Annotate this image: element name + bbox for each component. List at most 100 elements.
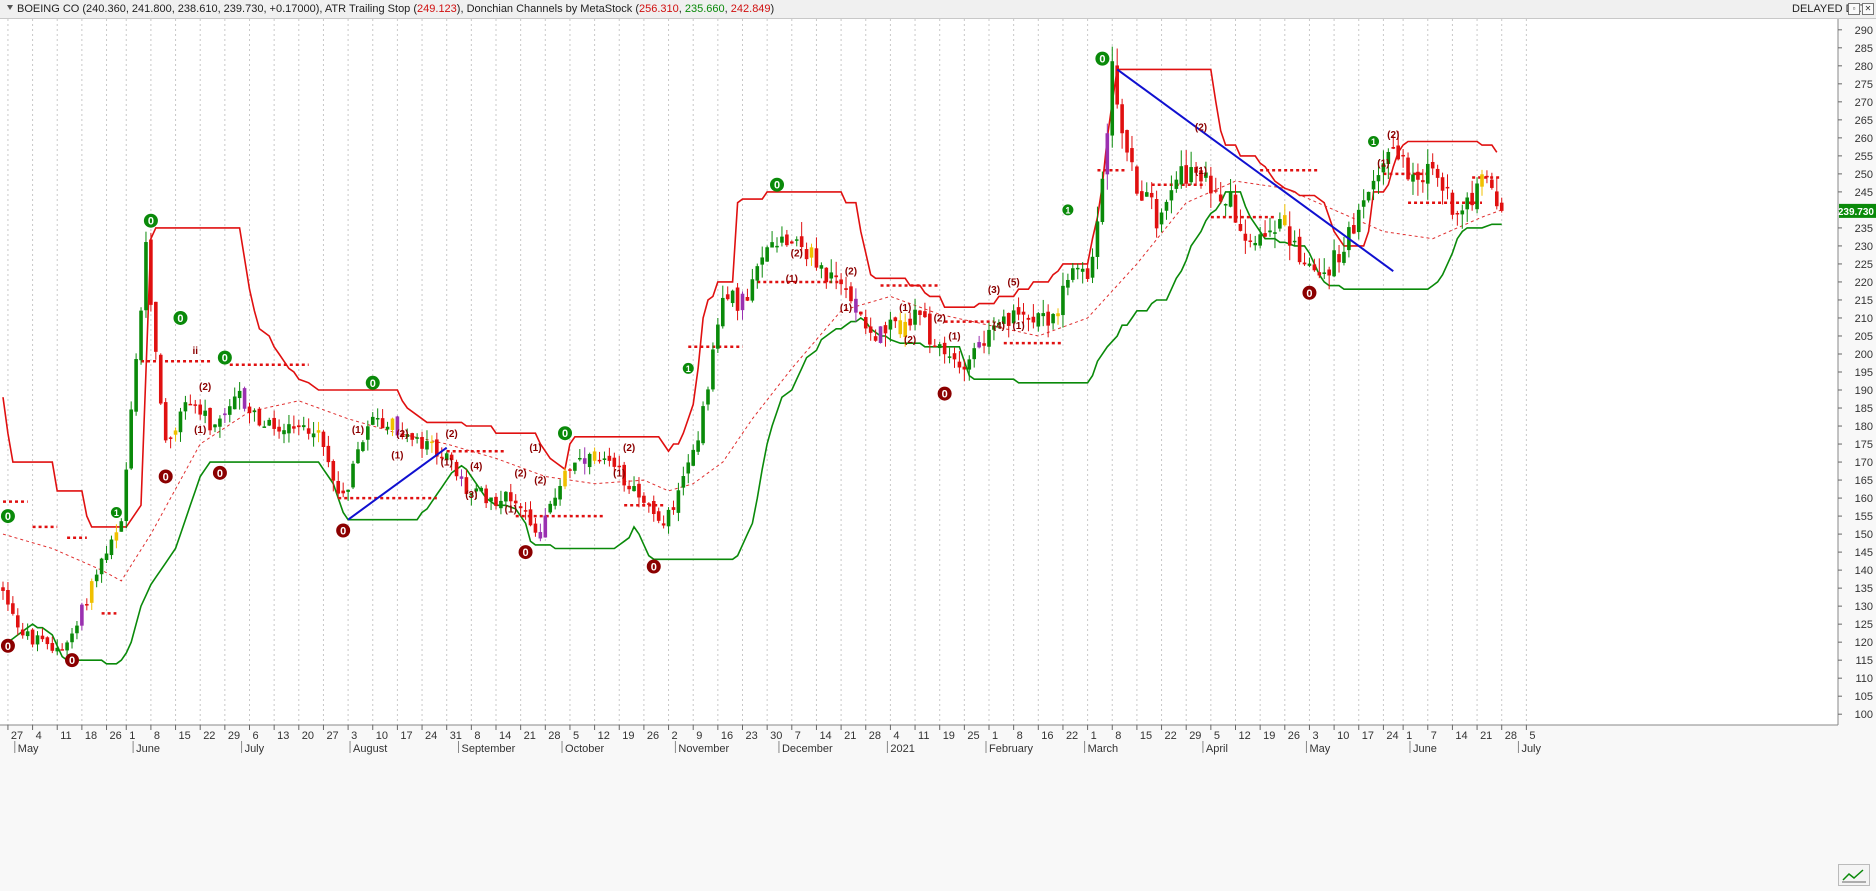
wave-label: (4) bbox=[470, 461, 482, 472]
candle-body bbox=[331, 461, 336, 481]
price-tick-label: 125 bbox=[1855, 619, 1873, 631]
candle-body bbox=[1435, 168, 1440, 178]
candle-body bbox=[903, 321, 907, 338]
candle-body bbox=[1386, 151, 1391, 164]
day-tick-label: 11 bbox=[60, 730, 71, 742]
candle-body bbox=[1051, 314, 1055, 324]
candle bbox=[681, 466, 686, 496]
candle-body bbox=[85, 604, 89, 606]
candle bbox=[75, 621, 79, 640]
candle-body bbox=[1317, 272, 1322, 276]
wave-marker-circle bbox=[0, 509, 15, 524]
candle bbox=[701, 401, 705, 446]
candle bbox=[499, 490, 503, 515]
day-tick-label: 12 bbox=[1239, 730, 1251, 742]
candle bbox=[129, 401, 133, 471]
candle-body bbox=[1302, 262, 1307, 265]
candle bbox=[1223, 203, 1228, 217]
candle-body bbox=[578, 457, 582, 460]
candle bbox=[1209, 166, 1213, 208]
wave-marker-label: 0 bbox=[651, 562, 657, 574]
trendline bbox=[347, 446, 448, 521]
candle-body bbox=[1194, 166, 1198, 173]
candle bbox=[1475, 177, 1479, 214]
candle bbox=[94, 569, 99, 588]
candle-body bbox=[642, 495, 646, 503]
candle-body bbox=[104, 553, 109, 561]
candle bbox=[1406, 152, 1410, 181]
candle-body bbox=[272, 417, 276, 429]
candle bbox=[1031, 304, 1036, 329]
wave-label: (3) bbox=[465, 490, 477, 501]
candle bbox=[85, 598, 89, 611]
day-tick-label: 18 bbox=[85, 730, 97, 742]
candle-body bbox=[671, 507, 676, 510]
day-tick-label: 13 bbox=[277, 730, 289, 742]
title-menu-arrow-icon[interactable] bbox=[7, 5, 13, 10]
candle-body bbox=[932, 345, 937, 348]
candle-body bbox=[1322, 272, 1327, 274]
day-tick-label: 14 bbox=[1455, 730, 1467, 742]
candle bbox=[1263, 220, 1267, 238]
candle-body bbox=[163, 402, 168, 441]
candle-body bbox=[582, 458, 587, 464]
restore-window-button[interactable]: ▫ bbox=[1848, 3, 1860, 15]
price-chart[interactable]: (1)(2)ii(1) (2)(1)(2)(1) (4)(3)(2)(1)(1)(2… bbox=[0, 19, 1876, 891]
month-tick-label: October bbox=[565, 743, 604, 755]
candle bbox=[765, 245, 769, 262]
candle-body bbox=[410, 433, 414, 440]
price-tick-label: 110 bbox=[1855, 673, 1873, 685]
wave-label: (2) bbox=[934, 314, 946, 325]
candle-body bbox=[1356, 209, 1361, 233]
candle bbox=[454, 459, 459, 481]
candle bbox=[622, 461, 626, 492]
day-tick-label: 26 bbox=[110, 730, 122, 742]
day-tick-label: 14 bbox=[499, 730, 511, 742]
candle-body bbox=[25, 631, 30, 637]
candle-body bbox=[277, 426, 281, 432]
close-window-button[interactable]: ✕ bbox=[1862, 3, 1874, 15]
wave-labels: (1)(2)ii(1) (2)(1)(2)(1) (4)(3)(2)(1)(1)(2… bbox=[192, 123, 1399, 516]
candle bbox=[937, 341, 942, 357]
candle-body bbox=[1499, 202, 1504, 211]
wave-marker: 1 bbox=[682, 362, 694, 374]
candle-body bbox=[1268, 230, 1272, 233]
candle bbox=[232, 387, 237, 410]
month-tick-label: February bbox=[989, 743, 1034, 755]
candle bbox=[326, 435, 331, 468]
candle bbox=[1490, 172, 1494, 190]
candle bbox=[1125, 129, 1129, 162]
candle bbox=[114, 524, 119, 549]
candle bbox=[1169, 175, 1174, 214]
candle-body bbox=[1273, 232, 1277, 234]
wave-label: (1) bbox=[840, 303, 852, 314]
day-tick-label: 1 bbox=[1406, 730, 1412, 742]
candle-body bbox=[730, 290, 735, 304]
candle-body bbox=[178, 411, 183, 433]
candle-body bbox=[6, 589, 10, 605]
wave-label: (1) bbox=[899, 303, 911, 314]
candle-body bbox=[942, 342, 947, 355]
price-tick-label: 260 bbox=[1855, 133, 1873, 145]
candle bbox=[213, 424, 217, 433]
wave-marker: 0 bbox=[0, 509, 15, 524]
candle bbox=[306, 418, 311, 440]
wave-markers: 0 0 0 1 0 0 0 0 0 0 0 0 0 0 1 0 0 1 0 0 1 bbox=[0, 51, 1380, 668]
candle-body bbox=[775, 245, 779, 248]
candle-body bbox=[40, 635, 45, 640]
trendline bbox=[1116, 68, 1394, 272]
candle-body bbox=[439, 456, 444, 459]
candle-body bbox=[528, 509, 533, 526]
day-tick-label: 22 bbox=[1165, 730, 1177, 742]
candle-body bbox=[1140, 191, 1144, 201]
wave-label: (1) bbox=[505, 504, 517, 515]
wave-label: ii bbox=[192, 346, 198, 357]
chart-toggle-icon[interactable] bbox=[1838, 864, 1870, 886]
wave-label: (5) bbox=[1008, 278, 1020, 289]
wave-label: (1) bbox=[948, 332, 960, 343]
candle bbox=[612, 452, 617, 473]
candle bbox=[40, 628, 45, 642]
candle bbox=[859, 311, 863, 316]
candle bbox=[543, 508, 548, 538]
candle bbox=[262, 420, 267, 428]
